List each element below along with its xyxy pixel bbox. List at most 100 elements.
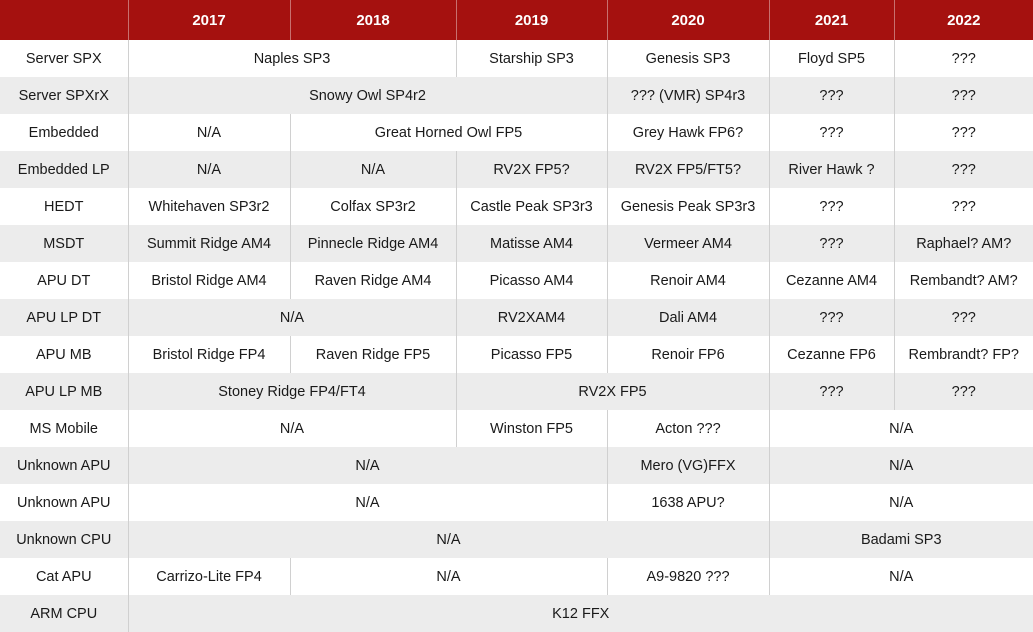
table-cell: Acton ??? [606, 410, 769, 447]
table-cell: N/A [289, 558, 607, 595]
table-cell: Winston FP5 [455, 410, 607, 447]
table-row: APU LP DT N/A RV2XAM4 Dali AM4 ??? ??? [0, 299, 1033, 336]
row-label: Server SPX [0, 40, 128, 77]
table-cell: N/A [127, 447, 607, 484]
table-cell: ??? [768, 299, 894, 336]
table-row: Embedded LP N/A N/A RV2X FP5? RV2X FP5/F… [0, 151, 1033, 188]
table-cell: ??? [893, 77, 1033, 114]
table-cell: ??? [768, 225, 894, 262]
table-cell: ??? [768, 114, 894, 151]
table-row: APU LP MB Stoney Ridge FP4/FT4 RV2X FP5 … [0, 373, 1033, 410]
table-cell: RV2X FP5? [455, 151, 607, 188]
table-cell: N/A [127, 521, 769, 558]
table-cell: Vermeer AM4 [606, 225, 769, 262]
table-cell: Cezanne FP6 [768, 336, 894, 373]
table-cell: N/A [127, 410, 456, 447]
table-cell: Great Horned Owl FP5 [289, 114, 607, 151]
table-cell: N/A [768, 484, 1033, 521]
table-cell: Cezanne AM4 [768, 262, 894, 299]
table-cell: ??? [768, 188, 894, 225]
table-cell: N/A [127, 484, 607, 521]
table-cell: Castle Peak SP3r3 [455, 188, 607, 225]
table-cell: Dali AM4 [606, 299, 769, 336]
row-label: Unknown APU [0, 484, 128, 521]
table-row: APU DT Bristol Ridge AM4 Raven Ridge AM4… [0, 262, 1033, 299]
table-cell: ??? [768, 77, 894, 114]
table-cell: ??? [893, 373, 1033, 410]
table-cell: K12 FFX [127, 595, 1033, 632]
table-cell: ??? [893, 188, 1033, 225]
table-cell: Picasso FP5 [455, 336, 607, 373]
table-cell: Badami SP3 [768, 521, 1033, 558]
table-cell: Raphael? AM? [893, 225, 1033, 262]
table-cell: Bristol Ridge FP4 [127, 336, 290, 373]
row-label: Unknown APU [0, 447, 128, 484]
table-row: APU MB Bristol Ridge FP4 Raven Ridge FP5… [0, 336, 1033, 373]
table-row: Server SPX Naples SP3 Starship SP3 Genes… [0, 40, 1033, 77]
table-cell: RV2X FP5/FT5? [606, 151, 769, 188]
table-cell: 1638 APU? [606, 484, 769, 521]
header-year-2019: 2019 [455, 0, 607, 40]
row-label: APU LP MB [0, 373, 128, 410]
table-cell: Renoir AM4 [606, 262, 769, 299]
header-year-2020: 2020 [606, 0, 769, 40]
table-cell: ??? [893, 151, 1033, 188]
table-cell: Starship SP3 [455, 40, 607, 77]
table-cell: Genesis SP3 [606, 40, 769, 77]
table-cell: Stoney Ridge FP4/FT4 [127, 373, 456, 410]
table-cell: N/A [768, 447, 1033, 484]
table-cell: N/A [289, 151, 456, 188]
table-cell: N/A [127, 114, 290, 151]
row-label: Cat APU [0, 558, 128, 595]
table-cell: N/A [127, 299, 456, 336]
table-cell: A9-9820 ??? [606, 558, 769, 595]
table-cell: River Hawk ? [768, 151, 894, 188]
row-label: APU DT [0, 262, 128, 299]
row-label: Embedded LP [0, 151, 128, 188]
table-cell: Pinnecle Ridge AM4 [289, 225, 456, 262]
row-label: APU MB [0, 336, 128, 373]
table-cell: Naples SP3 [127, 40, 456, 77]
row-label: Server SPXrX [0, 77, 128, 114]
table-cell: Whitehaven SP3r2 [127, 188, 290, 225]
table-row: Server SPXrX Snowy Owl SP4r2 ??? (VMR) S… [0, 77, 1033, 114]
table-row: Cat APU Carrizo-Lite FP4 N/A A9-9820 ???… [0, 558, 1033, 595]
row-label: MS Mobile [0, 410, 128, 447]
table-cell: Renoir FP6 [606, 336, 769, 373]
header-year-2022: 2022 [893, 0, 1033, 40]
table-cell: Mero (VG)FFX [606, 447, 769, 484]
table-cell: Rembrandt? FP? [893, 336, 1033, 373]
table-cell: ??? (VMR) SP4r3 [606, 77, 769, 114]
row-label: APU LP DT [0, 299, 128, 336]
header-year-2018: 2018 [289, 0, 456, 40]
table-row: MS Mobile N/A Winston FP5 Acton ??? N/A [0, 410, 1033, 447]
row-label: ARM CPU [0, 595, 128, 632]
table-cell: RV2XAM4 [455, 299, 607, 336]
row-label: Embedded [0, 114, 128, 151]
table-row: Embedded N/A Great Horned Owl FP5 Grey H… [0, 114, 1033, 151]
table-cell: Genesis Peak SP3r3 [606, 188, 769, 225]
table-cell: ??? [893, 114, 1033, 151]
row-label: MSDT [0, 225, 128, 262]
table-cell: Matisse AM4 [455, 225, 607, 262]
table-cell: Summit Ridge AM4 [127, 225, 290, 262]
table-row: Unknown CPU N/A Badami SP3 [0, 521, 1033, 558]
table-row: ARM CPU K12 FFX [0, 595, 1033, 632]
header-corner [0, 0, 128, 40]
table-row: Unknown APU N/A Mero (VG)FFX N/A [0, 447, 1033, 484]
table-cell: Raven Ridge FP5 [289, 336, 456, 373]
table-cell: Grey Hawk FP6? [606, 114, 769, 151]
table-row: MSDT Summit Ridge AM4 Pinnecle Ridge AM4… [0, 225, 1033, 262]
table-row: HEDT Whitehaven SP3r2 Colfax SP3r2 Castl… [0, 188, 1033, 225]
header-row: 2017 2018 2019 2020 2021 2022 [0, 0, 1033, 40]
table-cell: Rembandt? AM? [893, 262, 1033, 299]
row-label: HEDT [0, 188, 128, 225]
table-cell: N/A [768, 558, 1033, 595]
row-label: Unknown CPU [0, 521, 128, 558]
table-cell: N/A [127, 151, 290, 188]
table-cell: Bristol Ridge AM4 [127, 262, 290, 299]
header-year-2021: 2021 [768, 0, 894, 40]
table-cell: Raven Ridge AM4 [289, 262, 456, 299]
table-cell: Colfax SP3r2 [289, 188, 456, 225]
